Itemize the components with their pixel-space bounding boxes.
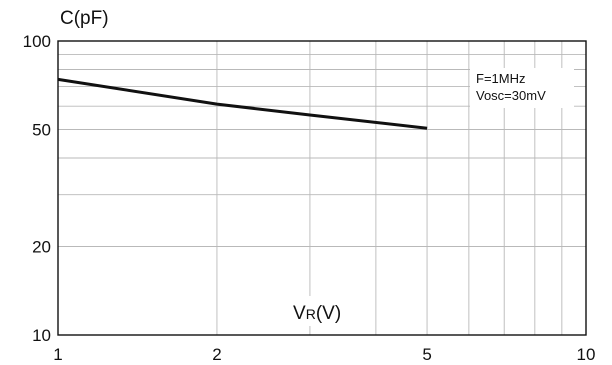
y-tick-labels: 10 20 50 100 xyxy=(23,32,51,345)
capacitance-curve xyxy=(57,77,428,130)
annotation-frequency: F=1MHz xyxy=(476,71,525,86)
y-axis-label: C(pF) xyxy=(60,8,109,29)
y-tick-label: 20 xyxy=(32,237,51,256)
x-axis-label-unit: (V) xyxy=(316,303,341,324)
x-axis-label: VR(V) xyxy=(293,303,341,324)
y-tick-label: 10 xyxy=(32,326,51,345)
x-tick-label: 10 xyxy=(577,345,596,364)
y-tick-label: 50 xyxy=(32,121,51,140)
x-axis-label-background xyxy=(291,296,375,326)
plot-frame xyxy=(57,40,587,336)
y-tick-label: 100 xyxy=(23,32,51,51)
x-axis-label-main: V xyxy=(293,303,306,324)
x-axis-label-subscript: R xyxy=(306,306,316,322)
x-tick-label: 5 xyxy=(422,345,431,364)
conditions-box xyxy=(470,68,574,108)
x-tick-label: 2 xyxy=(212,345,221,364)
x-tick-labels: 1 2 5 10 xyxy=(53,345,595,364)
x-tick-label: 1 xyxy=(53,345,62,364)
annotation-vosc: Vosc=30mV xyxy=(476,88,546,103)
series-group xyxy=(57,77,428,130)
